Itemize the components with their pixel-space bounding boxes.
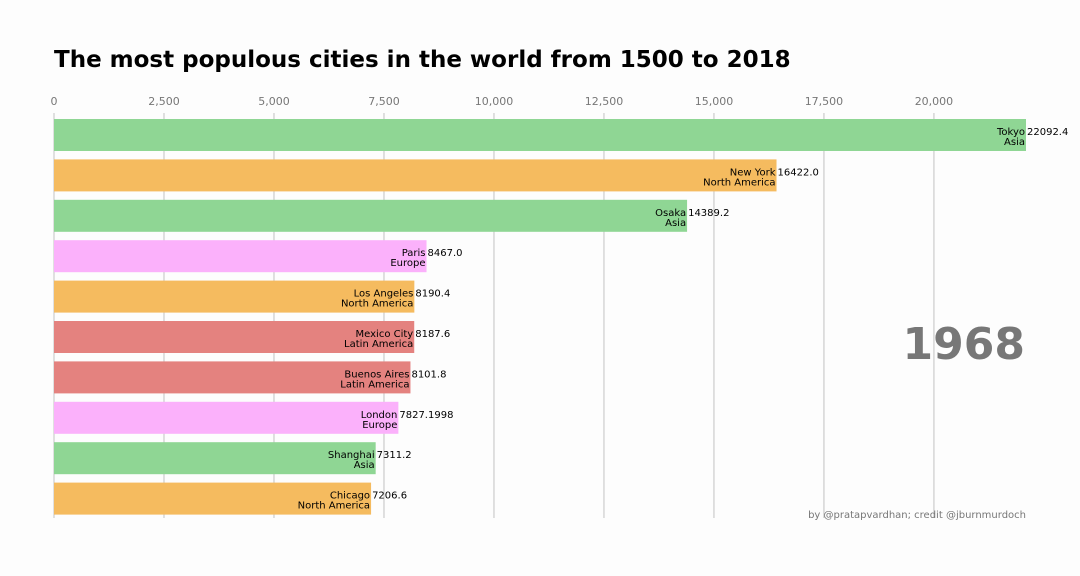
year-label: 1968: [903, 319, 1025, 370]
bar-value-label: 22092.4: [1027, 127, 1068, 138]
credit-text: by @pratapvardhan; credit @jburnmurdoch: [808, 510, 1026, 521]
bar: [54, 401, 399, 434]
bar: [54, 240, 427, 273]
bars: [54, 119, 1026, 515]
bar-city-label: Tokyo: [996, 127, 1025, 138]
bar-city-label: Osaka: [655, 208, 686, 219]
bar-city-label: Paris: [402, 248, 426, 259]
bar-value-label: 8190.4: [415, 289, 450, 300]
x-tick-label: 17,500: [805, 95, 844, 108]
bar-group-label: Latin America: [340, 379, 409, 390]
x-tick-label: 10,000: [475, 95, 514, 108]
bar-group-label: Europe: [390, 258, 425, 269]
bar-group-label: Asia: [665, 218, 686, 229]
bar: [54, 119, 1026, 151]
bar-group-label: Asia: [1004, 137, 1025, 148]
bar: [54, 159, 777, 192]
bar-group-label: Latin America: [344, 339, 413, 350]
bar-group-label: Europe: [362, 420, 397, 431]
bar-value-label: 16422.0: [778, 167, 819, 178]
x-tick-label: 0: [51, 95, 58, 108]
bar-group-label: North America: [341, 299, 413, 310]
bar-value-label: 7827.1998: [399, 410, 453, 421]
bar: [54, 482, 372, 515]
bar-city-label: New York: [730, 167, 776, 178]
bar-value-label: 8101.8: [411, 369, 446, 380]
x-tick-label: 15,000: [695, 95, 734, 108]
bar-city-label: Shanghai: [328, 450, 375, 461]
bar-group-label: North America: [298, 501, 370, 512]
bar: [54, 280, 415, 313]
x-tick-label: 20,000: [915, 95, 954, 108]
bar-value-label: 14389.2: [688, 208, 729, 219]
bar-city-label: Chicago: [330, 491, 370, 502]
bar-city-label: Buenos Aires: [344, 369, 409, 380]
bar-city-label: Los Angeles: [354, 289, 414, 300]
bar: [54, 361, 411, 394]
bar: [54, 199, 688, 232]
chart-title: The most populous cities in the world fr…: [54, 47, 791, 73]
bar: [54, 442, 376, 475]
x-tick-label: 12,500: [585, 95, 624, 108]
x-tick-label: 5,000: [258, 95, 290, 108]
bar-value-label: 8187.6: [415, 329, 450, 340]
x-axis: 0 2,500 5,000 7,500 10,000 12,500 15,000 17,500…: [51, 95, 954, 108]
x-tick-label: 7,500: [368, 95, 400, 108]
bar-group-label: Asia: [354, 460, 375, 471]
x-tick-label: 2,500: [148, 95, 180, 108]
bar-value-label: 7206.6: [372, 491, 407, 502]
bar-city-label: London: [361, 410, 398, 421]
bar-value-label: 7311.2: [377, 450, 412, 461]
bar: [54, 321, 415, 353]
bar-city-label: Mexico City: [356, 329, 414, 340]
bar-group-label: North America: [703, 177, 775, 188]
bar-value-label: 8467.0: [428, 248, 463, 259]
